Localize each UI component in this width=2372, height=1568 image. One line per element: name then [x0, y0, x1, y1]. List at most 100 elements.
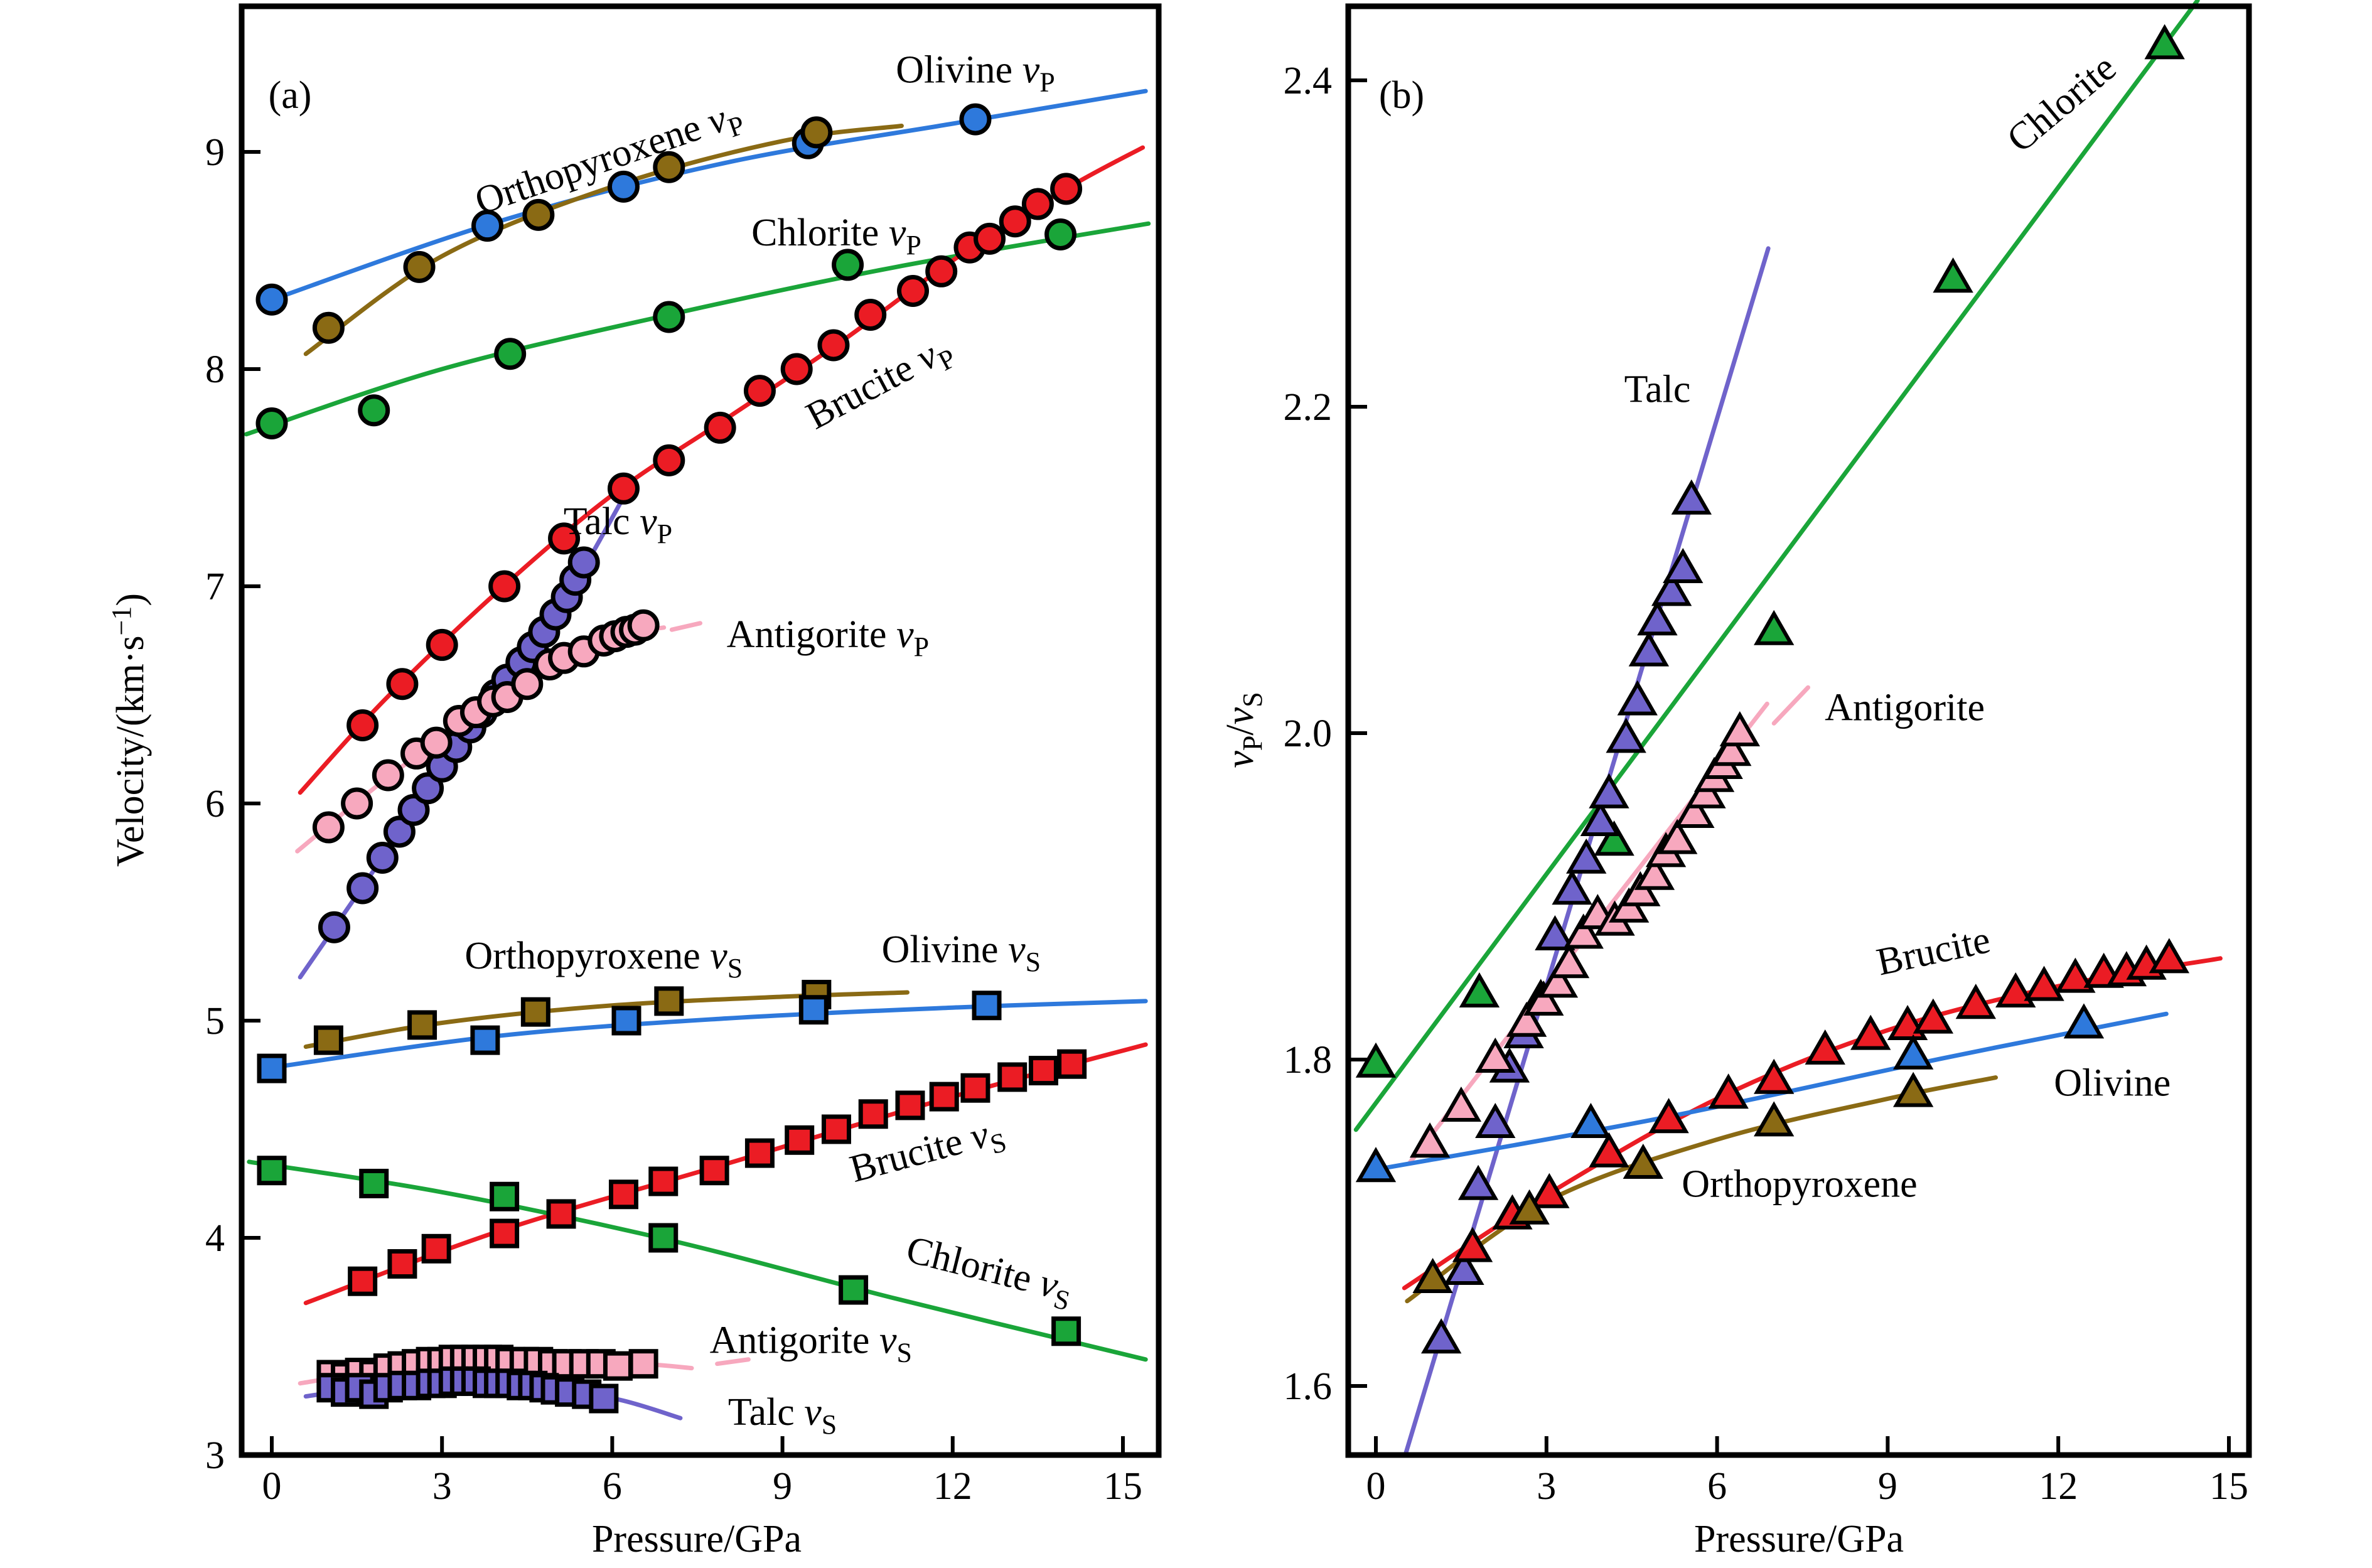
talc-ratio-point — [1637, 600, 1678, 636]
orthopyroxene-vs-point — [654, 986, 684, 1016]
orthopyroxene-ratio-point — [1892, 1071, 1934, 1107]
chlorite-ratio-point — [1355, 1042, 1397, 1078]
antigorite-ratio-point — [1548, 943, 1590, 979]
talc-ratio-point — [1651, 571, 1692, 606]
brucite-vs-point — [1028, 1056, 1058, 1086]
talc-ratio-point — [1552, 869, 1592, 905]
brucite-vp-point — [488, 570, 521, 603]
antigorite-ratio-point — [1711, 731, 1752, 766]
chlorite-vs-point — [359, 1169, 389, 1198]
brucite-vs-point — [699, 1156, 729, 1186]
brucite-ratio-point — [1850, 1014, 1891, 1050]
olivine-vp-line — [264, 89, 1148, 304]
talc-vp-point — [567, 546, 600, 579]
x-axis-title-b: Pressure/GPa — [1694, 1518, 1904, 1560]
chlorite-vs-point — [648, 1223, 679, 1253]
talc-ratio-label: Talc — [1624, 368, 1691, 411]
brucite-vp-point — [704, 411, 736, 444]
brucite-ratio-point — [1754, 1058, 1795, 1094]
plot-frame — [239, 3, 1162, 1458]
olivine-vp-point — [607, 170, 640, 203]
antigorite-ratio-point — [1537, 962, 1579, 998]
brucite-ratio-point — [1648, 1098, 1689, 1134]
brucite-vs-point — [546, 1199, 576, 1229]
y-tick-label: 5 — [205, 1000, 225, 1043]
brucite-vp-point — [743, 375, 776, 407]
brucite-vp-point — [854, 299, 887, 331]
brucite-ratio-point — [1452, 1227, 1493, 1262]
y-tick-label: 4 — [205, 1217, 225, 1260]
y-tick-label: 2.0 — [1284, 712, 1333, 755]
antigorite-ratio-point — [1656, 819, 1698, 854]
x-tick-label: 9 — [1878, 1465, 1897, 1508]
talc-ratio-point — [1589, 773, 1629, 808]
brucite-vs-point — [960, 1073, 990, 1103]
chlorite-vs-point — [257, 1156, 287, 1186]
x-tick-label: 12 — [933, 1465, 972, 1508]
y-tick-label: 9 — [205, 131, 225, 174]
brucite-vp-point — [548, 522, 581, 555]
orthopyroxene-vs-point — [520, 997, 550, 1027]
olivine-vs-label: Olivine vS — [882, 928, 1041, 977]
brucite-vp-point — [999, 205, 1031, 238]
brucite-vp-point — [974, 222, 1006, 255]
brucite-vp-point — [780, 353, 813, 385]
antigorite-vs-point — [628, 1349, 658, 1379]
talc-ratio-point — [1580, 800, 1621, 836]
antigorite-vp-point — [627, 609, 660, 642]
brucite-vs-point — [858, 1099, 888, 1129]
antigorite-vp-point — [312, 811, 345, 844]
orthopyroxene-ratio-label: Orthopyroxene — [1682, 1163, 1917, 1206]
brucite-vs-point — [895, 1090, 925, 1120]
brucite-vs-point — [997, 1062, 1028, 1092]
antigorite-ratio-point — [1409, 1122, 1451, 1158]
chlorite-vp-point — [358, 394, 390, 427]
olivine-vp-point — [471, 210, 504, 242]
orthopyroxene-vp-point — [522, 198, 555, 231]
talc-ratio-point — [1663, 547, 1704, 583]
chlorite-ratio-point — [1459, 972, 1500, 1007]
antigorite-vs-point — [603, 1351, 633, 1381]
chlorite-ratio-point — [1594, 820, 1634, 856]
olivine-ratio-label: Olivine — [2054, 1061, 2171, 1104]
talc-vp-point — [366, 842, 399, 874]
antigorite-ratio-point — [1563, 913, 1604, 949]
brucite-vp-point — [897, 274, 930, 307]
y-tick-label: 7 — [205, 566, 225, 608]
brucite-vs-point — [421, 1233, 451, 1264]
olivine-vs-point — [257, 1053, 287, 1083]
plot-frame — [1345, 3, 2252, 1458]
panel-tag-b: (b) — [1379, 74, 1424, 117]
talc-vp-point — [318, 911, 350, 943]
olivine-vp-point — [959, 103, 992, 136]
talc-vp-point — [397, 793, 430, 826]
y-tick-label: 1.8 — [1284, 1039, 1333, 1082]
olivine-vs-point — [611, 1006, 641, 1036]
orthopyroxene-vs-label: Orthopyroxene vS — [464, 935, 743, 984]
orthopyroxene-vp-point — [403, 250, 436, 283]
antigorite-vp-point — [341, 787, 373, 820]
y-tick-label: 2.2 — [1284, 386, 1333, 429]
brucite-vp-point — [426, 628, 458, 661]
brucite-vs-point — [785, 1125, 815, 1155]
talc-vs-label: Talc vS — [728, 1391, 837, 1440]
x-tick-label: 3 — [1537, 1465, 1556, 1508]
x-tick-label: 0 — [262, 1465, 282, 1508]
orthopyroxene-vs-point — [407, 1010, 437, 1040]
antigorite-ratio-point — [1719, 711, 1761, 746]
x-tick-label: 9 — [773, 1465, 792, 1508]
panel-tag-a: (a) — [269, 74, 312, 117]
talc-vp-point — [412, 772, 444, 805]
chlorite-vp-point — [832, 249, 864, 281]
antigorite-ratio-point — [1475, 1037, 1516, 1073]
panel-b: 0 3 6 9 12 15 1.6 1.8 2.0 2.2 2.4 Pressure/GPa vP/vS… — [1219, 0, 2252, 1560]
talc-vs-point — [589, 1383, 619, 1414]
y-tick-label: 2.4 — [1284, 60, 1333, 102]
antigorite-ratio-point — [1674, 792, 1715, 828]
olivine-ratio-point — [1892, 1034, 1934, 1070]
orthopyroxene-vp-point — [800, 116, 833, 149]
brucite-ratio-point — [1529, 1173, 1570, 1208]
brucite-vs-point — [648, 1166, 679, 1196]
olivine-vp-point — [255, 283, 288, 316]
